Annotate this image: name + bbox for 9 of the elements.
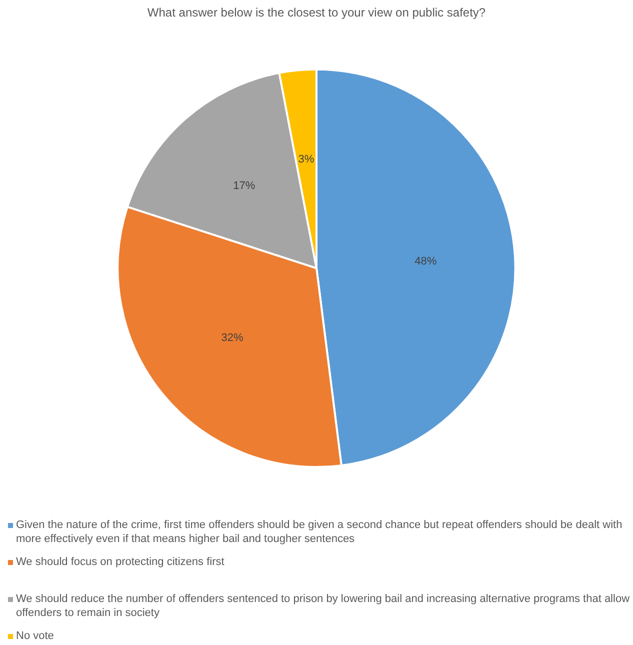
legend-label: We should focus on protecting citizens first [16, 555, 224, 569]
legend-label: Given the nature of the crime, first time offenders should be given a second chance but repeat offenders should be dealt with more effectively even if that means higher bail and tougher sentences [16, 518, 624, 546]
data-label: 48% [414, 255, 437, 268]
data-label: 32% [221, 332, 244, 344]
chart-title: What answer below is the closest to your view on public safety? [147, 6, 486, 20]
data-label: 17% [233, 180, 256, 192]
legend-label: No vote [16, 629, 54, 643]
data-label: 3% [298, 153, 314, 166]
legend-label: We should reduce the number of offenders sentenced to prison by lowering bail and increasing alternative programs that allow offenders to remain in society [16, 592, 630, 620]
